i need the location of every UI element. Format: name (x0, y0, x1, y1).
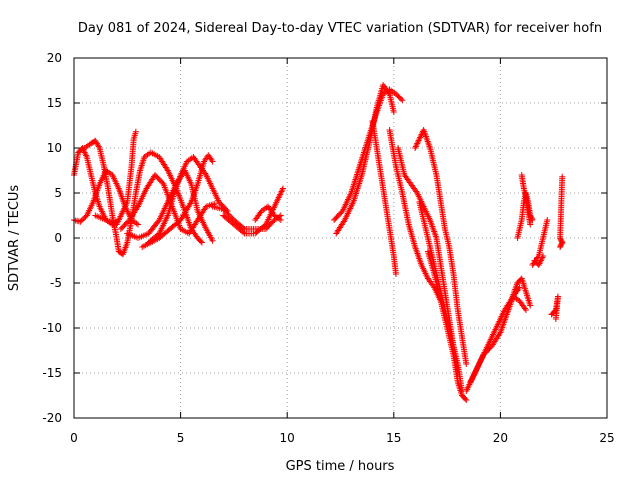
data-point (463, 361, 470, 367)
data-point (277, 217, 284, 223)
data-point (224, 210, 231, 217)
x-tick-label: 25 (599, 431, 614, 445)
data-point (559, 173, 566, 180)
data-point (527, 221, 534, 228)
data-point (240, 229, 247, 236)
series-arc-bb (531, 253, 547, 268)
data-point (398, 96, 405, 103)
x-tick-label: 20 (493, 431, 508, 445)
series-arc-q (412, 127, 470, 367)
series-arc-n (369, 118, 399, 277)
data-point (396, 94, 403, 101)
chart-title: Day 081 of 2024, Sidereal Day-to-day VTE… (78, 21, 602, 36)
data-point (226, 212, 233, 219)
series-arc-f (124, 167, 216, 244)
data-point (279, 185, 286, 192)
data-point (220, 206, 227, 213)
data-point (222, 208, 229, 215)
y-tick-labels: -20 -15 -10 -5 0 5 10 15 20 (42, 51, 62, 425)
x-tick-label: 15 (386, 431, 401, 445)
y-tick-label: -5 (50, 276, 62, 290)
y-axis-label: SDTVAR / TECUs (7, 185, 22, 292)
data-point (527, 302, 534, 309)
series-arc-s (416, 199, 466, 394)
data-point (197, 238, 204, 245)
y-tick-label: 10 (47, 141, 62, 155)
series-arc-d (92, 128, 139, 228)
x-axis-label: GPS time / hours (286, 459, 395, 474)
y-tick-label: -20 (42, 411, 62, 425)
series-arc-o (386, 127, 444, 304)
data-point (390, 109, 397, 115)
series-arc-y (529, 217, 551, 268)
y-tick-label: -15 (42, 366, 62, 380)
data-point (221, 207, 228, 214)
data-point (544, 217, 551, 223)
data-point (552, 316, 559, 322)
y-tick-label: 20 (47, 51, 62, 65)
data-point (159, 179, 166, 186)
data-point (78, 217, 85, 224)
series-arc-aa (557, 173, 566, 250)
data-point (395, 93, 402, 100)
series-arc-h (139, 152, 216, 250)
x-tick-label: 0 (70, 431, 78, 445)
data-point (392, 271, 399, 277)
data-points (71, 82, 566, 403)
series-arc-m (333, 82, 397, 237)
data-point (132, 128, 139, 135)
data-point (79, 216, 86, 223)
x-tick-label: 10 (280, 431, 295, 445)
y-tick-label: 15 (47, 96, 62, 110)
y-tick-label: -10 (42, 321, 62, 335)
data-point (399, 97, 406, 104)
data-point (462, 395, 469, 402)
data-point (209, 237, 216, 244)
data-point (392, 91, 399, 97)
data-point (209, 158, 216, 165)
series-arc-z (548, 293, 561, 322)
plot-frame (73, 57, 608, 419)
series-arc-k (252, 203, 284, 223)
data-point (134, 221, 141, 228)
y-tick-label: 0 (54, 231, 62, 245)
data-point (81, 215, 88, 222)
data-point (522, 307, 529, 313)
series-arc-x (518, 172, 534, 228)
y-tick-label: 5 (54, 186, 62, 200)
data-point (540, 253, 547, 259)
series-arc-g (145, 154, 231, 246)
series-arc-v (508, 275, 534, 309)
x-tick-labels: 0 5 10 15 20 25 (70, 431, 614, 445)
data-point (463, 397, 470, 403)
data-point (198, 239, 205, 246)
data-point (95, 143, 102, 150)
data-point (77, 218, 84, 225)
data-point (225, 211, 232, 218)
x-tick-label: 5 (177, 431, 185, 445)
data-point (394, 92, 401, 99)
